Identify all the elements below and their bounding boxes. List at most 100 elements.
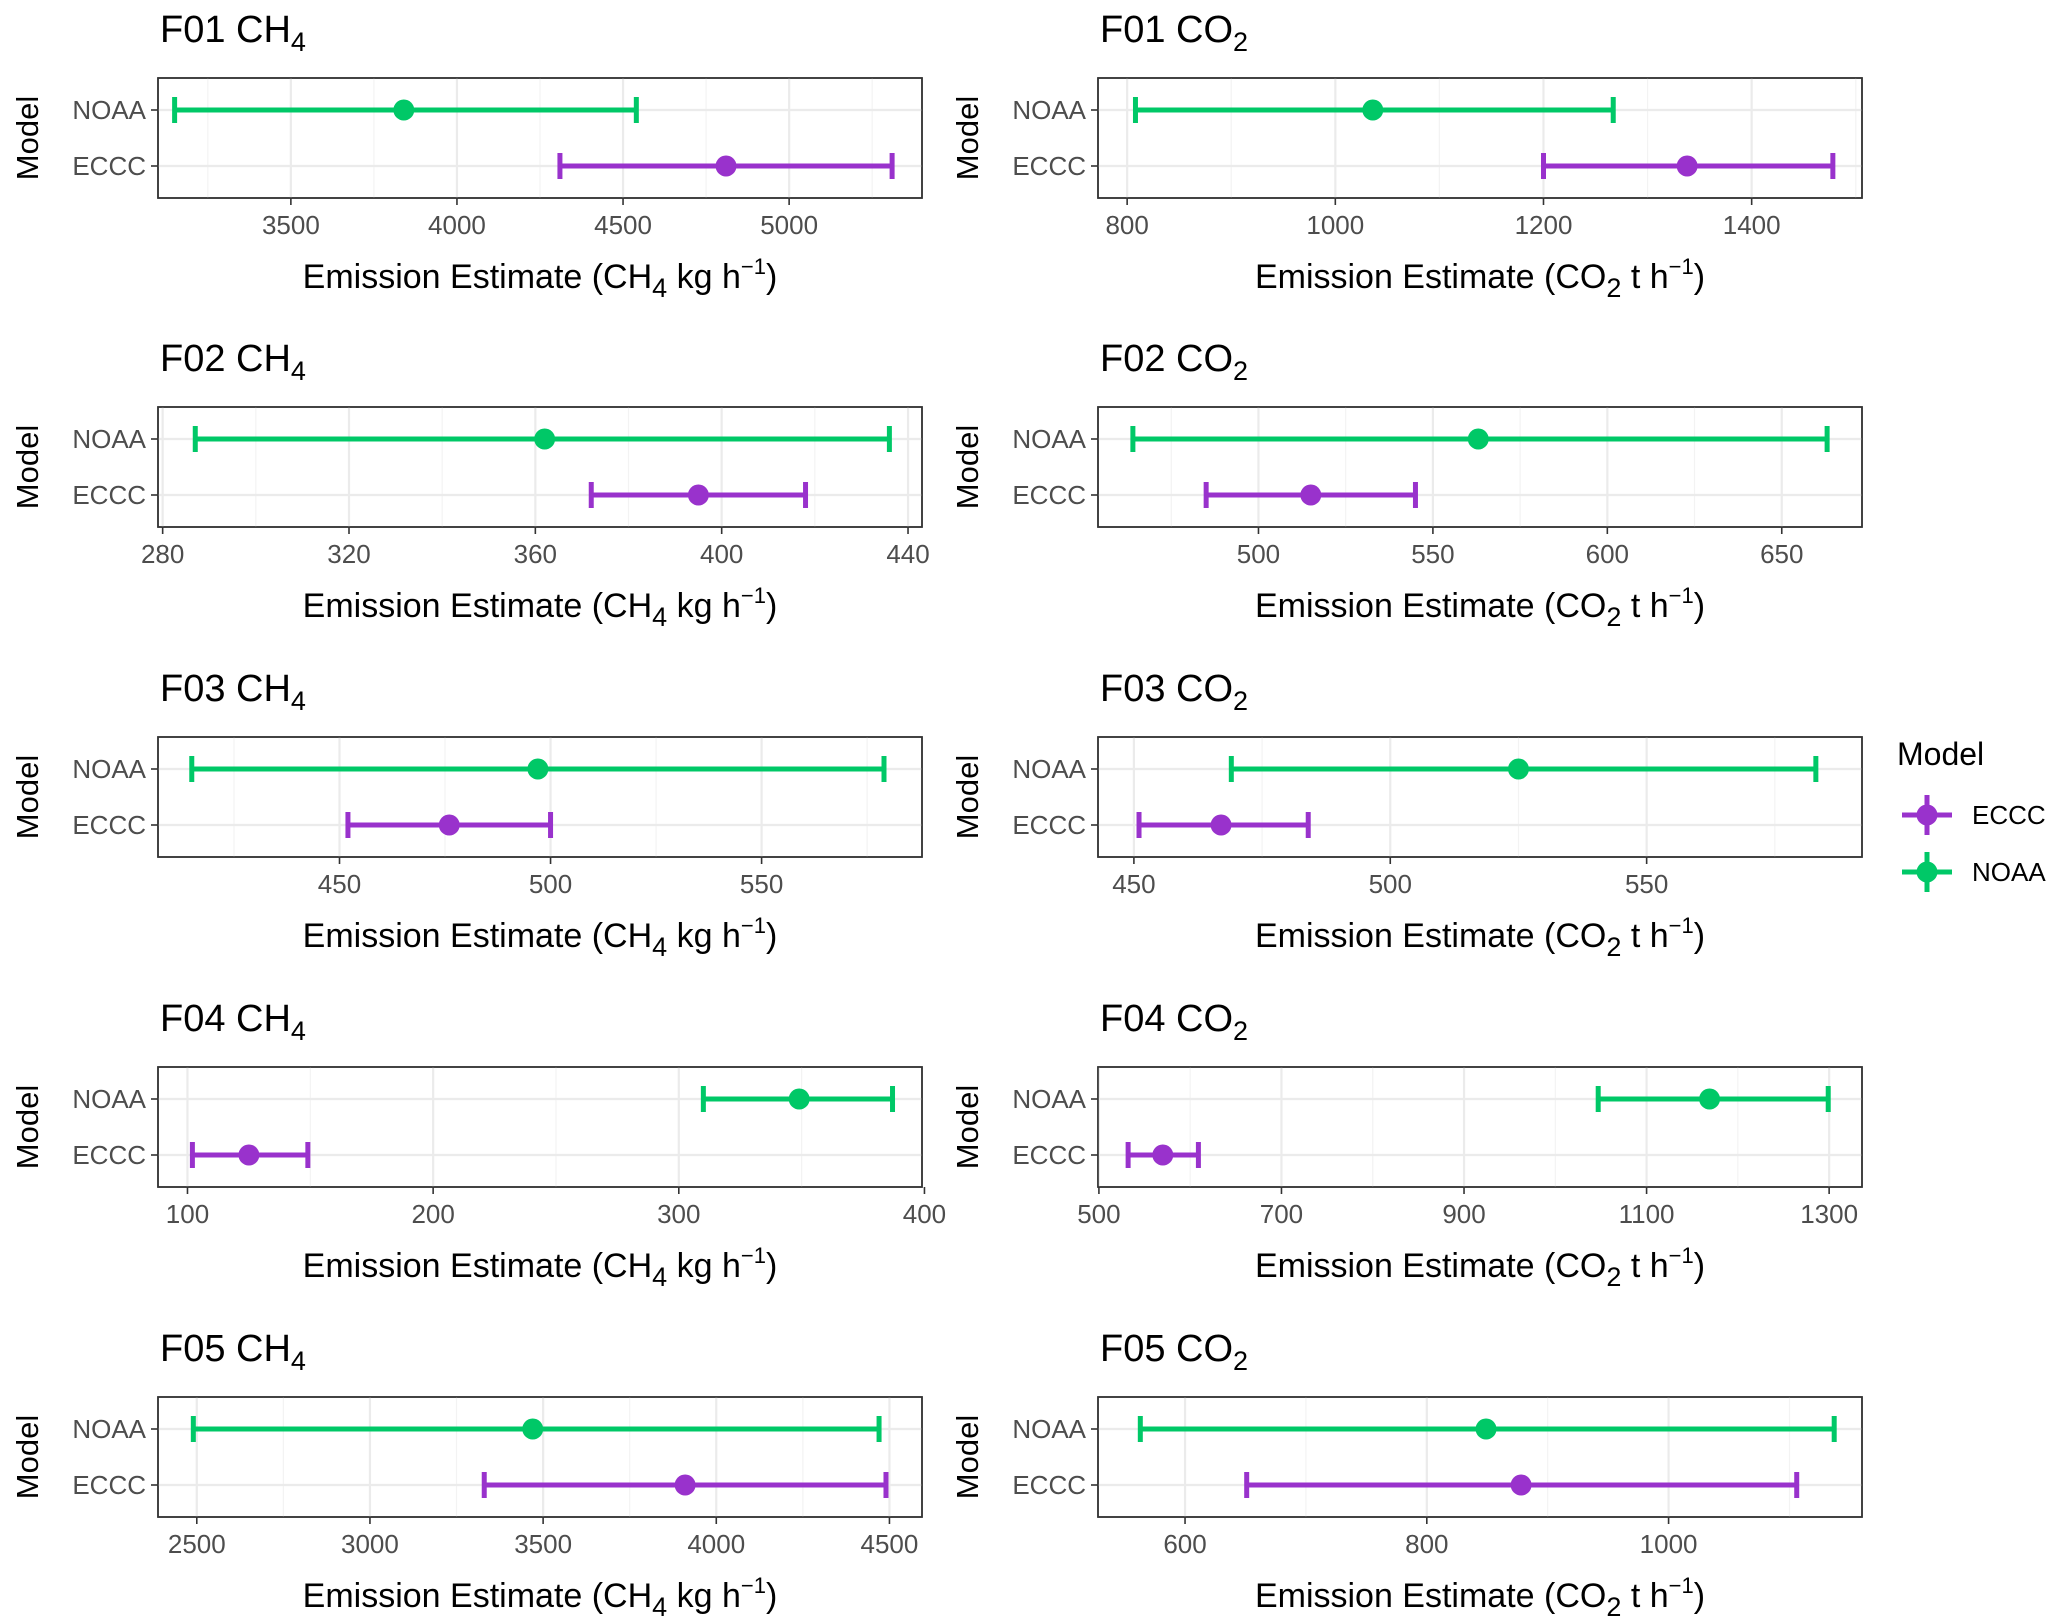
estimate-point <box>522 1418 544 1440</box>
x-tick-label: 1100 <box>1619 1199 1675 1229</box>
estimate-point <box>1510 1474 1532 1496</box>
x-axis-title: Emission Estimate (CH4 kg h−1) <box>303 913 778 962</box>
series-noaa <box>190 1416 882 1442</box>
plot-area <box>1097 1066 1863 1188</box>
x-tick-label: 500 <box>1369 869 1412 899</box>
x-axis-title-text: Emission Estimate (CO <box>1255 917 1606 955</box>
y-tick-label: NOAA <box>1012 1084 1086 1114</box>
x-tick-label: 650 <box>1760 539 1803 569</box>
plot-area <box>157 1066 923 1188</box>
panel-title: F03 CH4 <box>160 668 306 716</box>
estimate-point <box>674 1474 696 1496</box>
y-tick-label: NOAA <box>1012 1414 1086 1444</box>
y-tick-label: NOAA <box>72 1084 146 1114</box>
x-tick-label: 550 <box>1625 869 1668 899</box>
panel-title-subscript: 2 <box>1233 1346 1248 1376</box>
x-axis-title: Emission Estimate (CH4 kg h−1) <box>303 1243 778 1292</box>
x-axis-title-unit: kg h <box>667 1577 741 1615</box>
x-tick-label: 500 <box>529 869 572 899</box>
x-axis-title-subscript: 4 <box>652 932 667 962</box>
x-axis-title-close: ) <box>766 1247 777 1285</box>
legend-label: NOAA <box>1972 857 2046 887</box>
panel-title: F02 CH4 <box>160 338 306 386</box>
x-axis-title-text: Emission Estimate (CH <box>303 917 653 955</box>
legend-title: Model <box>1897 736 1984 772</box>
estimate-point <box>1507 758 1529 780</box>
legend-entry: NOAA <box>1902 852 2046 892</box>
x-axis-title-unit: kg h <box>667 1247 741 1285</box>
plot-area <box>157 1396 923 1518</box>
y-tick-label: ECCC <box>72 1470 146 1500</box>
y-tick-label: NOAA <box>72 754 146 784</box>
x-axis-title-close: ) <box>1694 1247 1705 1285</box>
y-tick-label: ECCC <box>72 480 146 510</box>
plot-border <box>157 1396 923 1518</box>
panel-title-subscript: 4 <box>291 1346 306 1376</box>
legend-key-point <box>1916 804 1938 826</box>
estimate-point <box>1475 1418 1497 1440</box>
x-axis-title-superscript: −1 <box>741 1573 766 1598</box>
x-tick-label: 3500 <box>262 210 320 240</box>
y-tick-label: NOAA <box>1012 95 1086 125</box>
estimate-point <box>1210 814 1232 836</box>
x-axis-title-superscript: −1 <box>1669 1573 1694 1598</box>
x-axis-title-text: Emission Estimate (CH <box>303 1247 653 1285</box>
x-axis-title-superscript: −1 <box>741 583 766 608</box>
y-axis-title: Model <box>10 96 45 180</box>
estimate-point <box>534 428 556 450</box>
panel-title-subscript: 2 <box>1233 686 1248 716</box>
panel-title: F04 CO2 <box>1100 998 1248 1046</box>
y-tick-label: NOAA <box>72 95 146 125</box>
x-tick-label: 800 <box>1105 210 1148 240</box>
panel-title-main: F03 CO <box>1100 668 1233 710</box>
estimate-point <box>687 484 709 506</box>
x-tick-label: 320 <box>327 539 370 569</box>
plot-border <box>157 1066 923 1188</box>
y-axis-title: Model <box>950 96 985 180</box>
series-noaa <box>1228 756 1819 782</box>
x-axis-title: Emission Estimate (CO2 t h−1) <box>1255 1243 1705 1292</box>
x-tick-label: 800 <box>1405 1529 1448 1559</box>
y-tick-label: NOAA <box>72 1414 146 1444</box>
panel-title-subscript: 4 <box>291 27 306 57</box>
legend-entries: ECCC NOAA <box>1902 795 2046 892</box>
x-tick-label: 600 <box>1586 539 1629 569</box>
x-tick-label: 900 <box>1442 1199 1485 1229</box>
panel-title-main: F05 CO <box>1100 1328 1233 1370</box>
legend-label: ECCC <box>1972 800 2046 830</box>
plot-border <box>1097 736 1863 858</box>
y-axis-title: Model <box>950 1415 985 1499</box>
x-axis-title: Emission Estimate (CO2 t h−1) <box>1255 1573 1705 1622</box>
x-axis-title-superscript: −1 <box>741 1243 766 1268</box>
series-eccc <box>1244 1472 1800 1498</box>
x-axis-title: Emission Estimate (CO2 t h−1) <box>1255 913 1705 962</box>
panel-title-subscript: 2 <box>1233 356 1248 386</box>
x-tick-label: 2500 <box>168 1529 226 1559</box>
x-axis-title-close: ) <box>766 258 777 296</box>
y-tick-label: ECCC <box>1012 810 1086 840</box>
panel-title-subscript: 4 <box>291 356 306 386</box>
x-axis-title-close: ) <box>1694 1577 1705 1615</box>
panel-title: F01 CH4 <box>160 9 306 57</box>
y-tick-label: ECCC <box>1012 1140 1086 1170</box>
x-axis-title-subscript: 4 <box>652 1262 667 1292</box>
series-eccc <box>481 1472 889 1498</box>
x-tick-label: 1400 <box>1723 210 1781 240</box>
plot-border <box>1097 406 1863 528</box>
panel-title: F05 CH4 <box>160 1328 306 1376</box>
panel-title: F05 CO2 <box>1100 1328 1248 1376</box>
x-axis-title-text: Emission Estimate (CO <box>1255 1247 1606 1285</box>
plot-border <box>1097 77 1863 199</box>
panel-title-subscript: 4 <box>291 686 306 716</box>
x-tick-label: 440 <box>886 539 929 569</box>
series-eccc <box>1125 1142 1201 1168</box>
x-axis-title: Emission Estimate (CO2 t h−1) <box>1255 254 1705 303</box>
y-axis-title: Model <box>10 1085 45 1169</box>
x-tick-label: 1200 <box>1515 210 1573 240</box>
